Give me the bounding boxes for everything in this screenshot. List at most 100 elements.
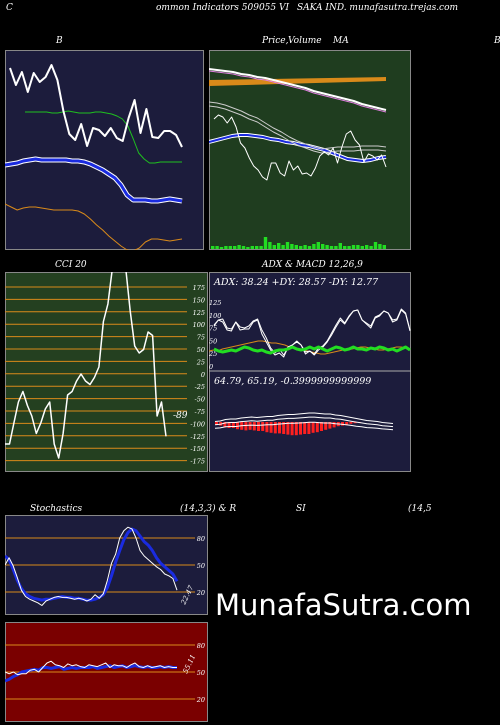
price-title-ma: MA	[333, 36, 349, 46]
macd-hist-bar	[273, 422, 277, 434]
stoch-d-line	[5, 527, 179, 602]
macd-hist-bar	[332, 422, 336, 428]
cci-plot-bg	[5, 272, 208, 472]
rsi-white-line	[5, 660, 177, 676]
cci-chart: 175 150 125 100 75 50 25 0 -25 -50 -75 -100 -125 -150…	[5, 272, 208, 472]
bollinger-plot-bg	[5, 50, 204, 250]
volume-bar	[347, 246, 351, 249]
price-ma-mid-b	[209, 105, 387, 154]
macd-hist-bar	[215, 422, 218, 425]
volume-bar	[329, 246, 334, 249]
volume-bar	[277, 243, 281, 249]
cci-last-label: -89	[173, 411, 188, 421]
volume-bar	[259, 246, 263, 249]
adx-tick-label: 125	[209, 299, 221, 307]
header-right: SAKA IND. munafasutra.trejas.com	[297, 3, 459, 13]
volume-bar	[321, 244, 325, 249]
macd-hist-bar	[261, 422, 265, 431]
stoch-tick-label: 50	[197, 562, 205, 570]
price-chart	[209, 50, 411, 250]
volume-bar	[356, 245, 360, 249]
bb-lower-band	[5, 203, 183, 250]
price-orange-ma-band	[209, 77, 386, 86]
cci-line	[5, 272, 167, 459]
macd-hist-bar	[278, 422, 281, 434]
bb-price-line	[9, 64, 183, 148]
cci-tick-label: 175	[193, 284, 205, 292]
cci-tick-label: 125	[193, 309, 205, 317]
volume-bar	[263, 237, 268, 249]
macd-signal	[214, 416, 394, 428]
adx-tick-label: 75	[209, 325, 217, 333]
macd-hist-bar	[324, 422, 328, 430]
macd-hist-bar	[345, 422, 349, 425]
macd-hist-bar	[341, 422, 344, 426]
macd-hist-bar	[307, 422, 311, 434]
adx-tick-label: 100	[209, 312, 221, 320]
cci-tick-label: -125	[190, 433, 205, 441]
volume-bar	[343, 246, 347, 249]
volume-bar	[250, 246, 254, 249]
volume-bar	[316, 242, 320, 249]
volume-bar	[281, 245, 285, 249]
macd-hist-bar	[294, 422, 298, 436]
cci-tick-label: 25	[196, 358, 205, 366]
volume-bar	[303, 245, 307, 249]
macd-hist-bar	[248, 422, 252, 430]
volume-bar	[365, 245, 369, 249]
macd-hist-bar	[231, 422, 235, 428]
volume-bar	[237, 245, 241, 249]
volume-bar	[224, 246, 228, 249]
bb-title: B	[56, 36, 63, 46]
volume-bar	[219, 247, 224, 249]
volume-bar	[246, 247, 250, 249]
macd-hist-bar	[299, 422, 302, 435]
volume-bar	[211, 246, 215, 249]
cci-tick-label: -50	[195, 396, 205, 404]
price-title-price: Price,	[262, 36, 289, 46]
cci-tick-label: 100	[193, 321, 205, 329]
cci-tick-label: 150	[193, 296, 205, 304]
macd-hist-bar	[257, 422, 260, 431]
price-title-right: B	[494, 36, 500, 46]
macd-hist-bar	[320, 422, 323, 431]
adx-tick-label: 25	[209, 350, 217, 358]
macd-hist-bar	[269, 422, 273, 433]
volume-bar	[228, 246, 232, 249]
volume-bar	[268, 242, 272, 249]
volume-bar	[369, 246, 373, 249]
bb-upper-band	[25, 110, 182, 164]
stoch-tick-label: 80	[197, 535, 205, 543]
adx-tick-label: 0	[209, 363, 213, 371]
macd-hist-bar	[349, 422, 353, 424]
price-close-line	[213, 114, 387, 181]
volume-bar	[294, 245, 298, 249]
volume-bar	[290, 244, 294, 249]
cci-title: CCI 20	[55, 260, 87, 270]
price-ma-long-pink	[209, 70, 387, 113]
adx-line	[213, 345, 411, 355]
stoch-tick-label: 20	[196, 589, 205, 597]
adx-chart: 125 100 75 50 25 0	[209, 272, 411, 472]
macd-hist-bar	[328, 422, 332, 429]
adx-tick-label: 50	[209, 337, 217, 345]
macd-hist-bar	[282, 422, 286, 434]
volume-bar	[255, 246, 259, 249]
volume-bar	[241, 246, 246, 249]
watermark: MunafaSutra.com	[215, 588, 472, 622]
cci-tick-label: -175	[190, 458, 205, 466]
rsi-tick-label: 50	[197, 669, 205, 677]
adx-minus-di	[213, 308, 411, 356]
bollinger-chart	[5, 50, 204, 250]
header-center: ommon Indicators 509055 VI	[156, 3, 290, 13]
volume-bar	[215, 246, 219, 249]
volume-bar	[360, 246, 364, 249]
macd-readout: 64.79, 65.19, -0.3999999999999	[214, 376, 372, 387]
cci-tick-label: 50	[197, 346, 205, 354]
macd-hist-bar	[236, 422, 239, 430]
macd-hist-bar	[286, 422, 290, 435]
volume-bar	[299, 246, 303, 249]
stoch-title-params: (14,3,3) & R	[180, 504, 237, 514]
volume-bar	[351, 245, 356, 249]
